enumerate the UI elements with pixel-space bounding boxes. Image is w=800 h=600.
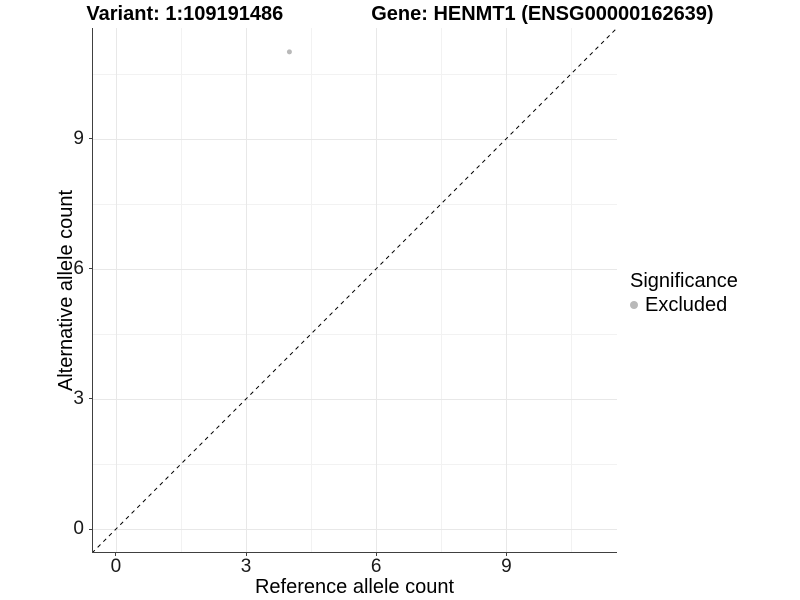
identity-line (92, 28, 617, 553)
plot-title: Variant: 1:109191486 Gene: HENMT1 (ENSG0… (0, 2, 800, 26)
y-axis-title: Alternative allele count (55, 189, 77, 392)
x-axis-title: Reference allele count (254, 576, 454, 598)
plot-title-variant: Variant: 1:109191486 (86, 3, 284, 25)
legend-item: Excluded (630, 294, 738, 316)
legend-items: Excluded (630, 294, 738, 316)
y-tick-label: 9 (73, 127, 84, 149)
y-tick-label: 0 (73, 518, 84, 540)
plot-panel (92, 28, 617, 553)
legend-item-label: Excluded (645, 294, 728, 316)
data-point (286, 49, 292, 55)
x-tick-label: 3 (240, 556, 252, 577)
x-tick-mark (245, 553, 247, 556)
y-tick-label: 6 (73, 257, 84, 279)
y-tick-mark (89, 398, 92, 400)
plot-svg (92, 28, 617, 553)
x-tick-label: 9 (501, 556, 512, 577)
x-tick-mark (505, 553, 507, 556)
legend-dot-icon (630, 301, 638, 309)
y-tick-label: 3 (73, 387, 84, 409)
x-tick-mark (375, 553, 377, 556)
y-tick-mark (89, 268, 92, 270)
x-tick-label: 6 (370, 556, 382, 577)
x-tick-mark (115, 553, 117, 556)
x-tick-label: 0 (110, 556, 122, 577)
legend: Significance Excluded (630, 270, 738, 316)
legend-title: Significance (630, 270, 738, 292)
y-tick-mark (89, 528, 92, 530)
y-tick-mark (89, 138, 92, 140)
plot-title-gene: Gene: HENMT1 (ENSG00000162639) (371, 3, 714, 25)
